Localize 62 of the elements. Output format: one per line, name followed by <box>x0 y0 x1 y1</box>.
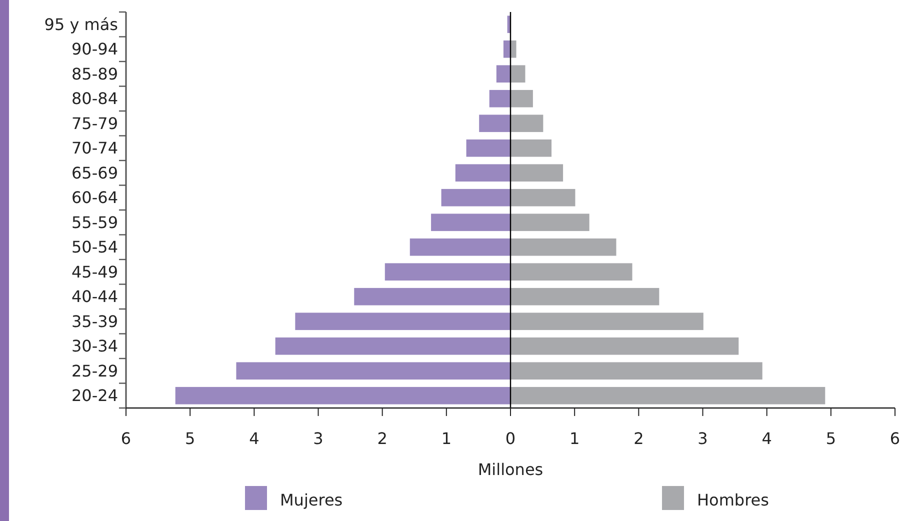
y-tick-label: 25-29 <box>72 361 118 380</box>
bar <box>503 40 510 58</box>
y-tick-label: 60-64 <box>72 188 118 208</box>
y-tick-label: 45-49 <box>72 262 118 282</box>
bar <box>510 139 552 157</box>
bar <box>510 65 526 83</box>
x-tick-label: 3 <box>698 429 708 448</box>
bar <box>236 362 510 380</box>
x-tick-label: 3 <box>313 429 324 448</box>
x-tick-label: 6 <box>120 429 132 448</box>
x-tick-label: 4 <box>249 429 260 448</box>
y-tick-label: 55-59 <box>72 212 118 232</box>
y-tick-label: 70-74 <box>72 138 118 158</box>
bar <box>510 40 516 58</box>
bar <box>510 312 704 330</box>
bar <box>510 214 590 232</box>
bar <box>455 164 510 182</box>
x-tick-label: 6 <box>890 429 900 448</box>
bar <box>466 139 510 157</box>
bar <box>510 386 826 404</box>
bar <box>510 114 544 132</box>
y-tick-label: 40-44 <box>72 287 118 306</box>
bar <box>295 312 510 330</box>
bar <box>175 386 510 404</box>
bar <box>510 288 660 306</box>
bar <box>510 188 576 206</box>
x-tick-label: 0 <box>505 429 516 448</box>
bar <box>275 337 510 355</box>
bar <box>384 263 510 281</box>
bar <box>510 263 632 281</box>
x-tick-label: 5 <box>826 429 836 448</box>
x-tick-label: 1 <box>441 429 452 448</box>
y-tick-label: 30-34 <box>72 336 118 356</box>
bar <box>510 362 762 380</box>
y-tick-label: 75-79 <box>72 114 118 133</box>
x-tick-label: 4 <box>762 429 772 448</box>
bar <box>431 214 510 232</box>
x-tick-label: 1 <box>569 429 580 448</box>
y-tick-label: 65-69 <box>72 163 118 182</box>
x-tick-label: 5 <box>184 429 196 448</box>
bar <box>354 288 510 306</box>
x-tick-label: 2 <box>377 429 388 448</box>
bar <box>510 90 533 108</box>
y-tick-label: 90-94 <box>72 40 118 59</box>
bar <box>510 238 616 256</box>
legend-label: Mujeres <box>280 490 343 510</box>
bar <box>441 188 510 206</box>
bar <box>410 238 510 256</box>
y-tick-label: 35-39 <box>72 312 118 331</box>
bar <box>489 90 510 108</box>
x-axis-title: Millones <box>478 460 544 479</box>
bar <box>479 114 510 132</box>
y-tick-label: 20-24 <box>72 386 118 406</box>
bar <box>510 337 739 355</box>
y-tick-label: 85-89 <box>72 64 118 84</box>
y-tick-label: 80-84 <box>72 89 118 108</box>
bar <box>510 164 564 182</box>
y-tick-label: 50-54 <box>72 238 118 257</box>
x-tick-label: 2 <box>634 429 644 448</box>
bar <box>496 65 510 83</box>
y-tick-label: 95 y más <box>44 14 118 34</box>
legend-label: Hombres <box>697 490 769 510</box>
